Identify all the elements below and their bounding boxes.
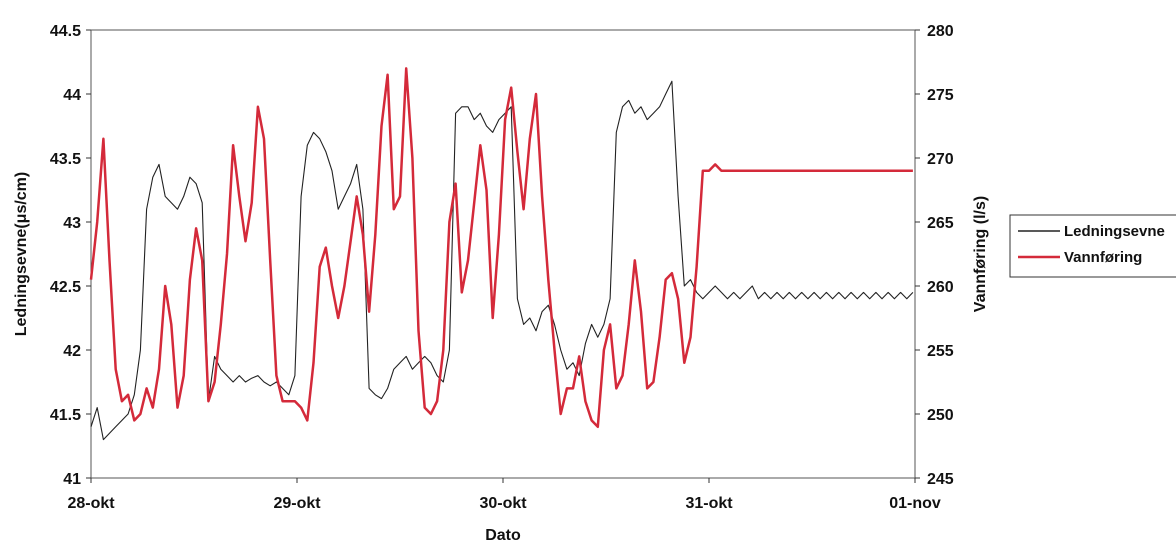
left-tick-label: 44.5	[50, 23, 81, 40]
x-axis-title: Dato	[485, 527, 521, 543]
left-axis-ticks: 41 41.5 42 42.5 43 43.5 44 44.5	[50, 23, 91, 488]
left-tick-label: 43.5	[50, 151, 81, 168]
right-tick-label: 250	[927, 407, 954, 424]
left-tick-label: 42.5	[50, 279, 81, 296]
right-tick-label: 255	[927, 343, 954, 360]
legend-label-vannforing: Vannføring	[1064, 249, 1142, 266]
x-tick-label: 31-okt	[685, 495, 733, 512]
right-tick-label: 265	[927, 215, 954, 232]
left-axis-title: Ledningsevne(μs/cm)	[13, 172, 30, 337]
legend-label-ledningsevne: Ledningsevne	[1064, 223, 1165, 240]
right-tick-label: 280	[927, 23, 954, 40]
legend: Ledningsevne Vannføring	[1009, 214, 1176, 278]
right-tick-label: 270	[927, 151, 954, 168]
x-tick-label: 01-nov	[889, 495, 941, 512]
series-layer	[89, 67, 914, 441]
right-axis-title: Vannføring (l/s)	[972, 196, 989, 312]
left-tick-label: 41.5	[50, 407, 81, 424]
right-tick-label: 245	[927, 471, 954, 488]
x-tick-label: 28-okt	[67, 495, 115, 512]
legend-box	[1009, 214, 1176, 278]
x-tick-label: 29-okt	[273, 495, 321, 512]
series-line-vannforing	[89, 67, 913, 429]
right-tick-label: 260	[927, 279, 954, 296]
plot-area	[90, 29, 916, 479]
left-tick-label: 41	[63, 471, 81, 488]
right-axis-ticks: 245 250 255 260 265 270 275 280	[915, 23, 954, 488]
x-tick-label: 30-okt	[479, 495, 527, 512]
series-line-ledningsevne	[90, 80, 914, 441]
left-tick-label: 42	[63, 343, 81, 360]
x-axis-ticks: 28-okt 29-okt 30-okt 31-okt 01-nov	[67, 478, 941, 512]
left-tick-label: 43	[63, 215, 81, 232]
right-tick-label: 275	[927, 87, 954, 104]
left-tick-label: 44	[63, 87, 81, 104]
